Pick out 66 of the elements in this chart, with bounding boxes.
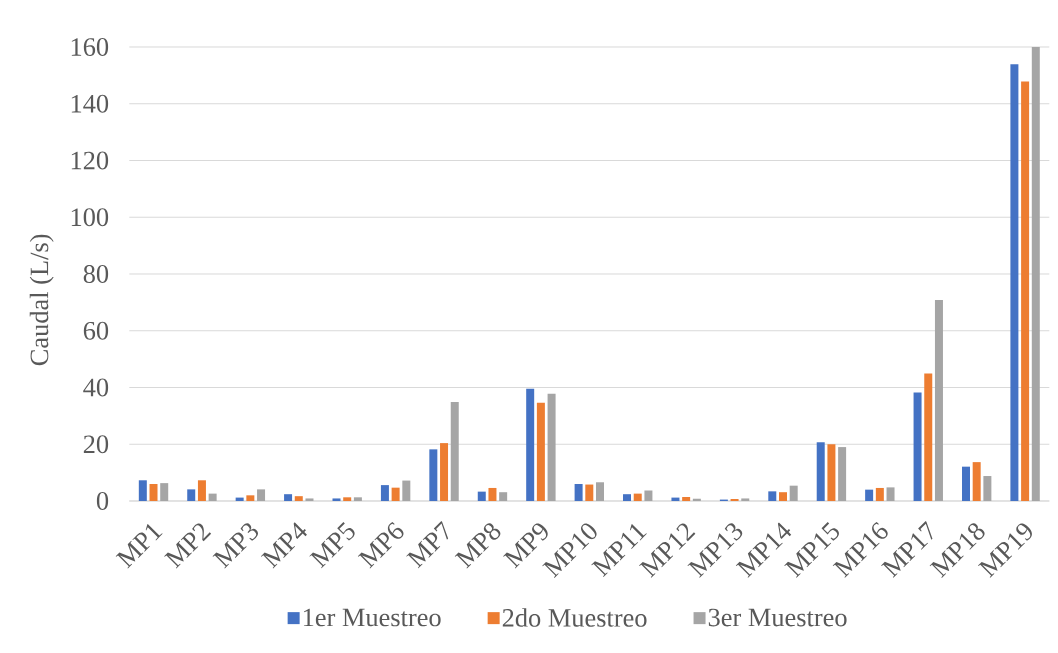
y-tick-label: 120 xyxy=(71,151,109,170)
bar xyxy=(391,487,400,501)
bar xyxy=(197,480,206,501)
bar xyxy=(789,485,798,501)
bar xyxy=(353,497,362,501)
bar xyxy=(1021,81,1030,501)
bar xyxy=(961,466,970,501)
bar xyxy=(138,480,147,501)
bar xyxy=(886,487,895,501)
bar xyxy=(294,496,303,501)
y-tick-label: 0 xyxy=(96,492,109,510)
bar xyxy=(1031,47,1040,501)
bar xyxy=(913,392,922,501)
bar xyxy=(187,489,196,501)
bar xyxy=(1010,64,1019,501)
y-axis-title: Caudal (L/s) xyxy=(29,234,54,366)
bar xyxy=(596,482,604,501)
y-tick-label: 40 xyxy=(83,378,109,397)
y-tick-label: 20 xyxy=(83,435,109,454)
bar xyxy=(838,447,847,501)
bar xyxy=(547,393,556,501)
bar xyxy=(450,401,459,501)
y-tick-label: 80 xyxy=(83,265,109,283)
legend-label: 1er Muestreo xyxy=(303,608,441,627)
bar xyxy=(574,483,583,501)
bar xyxy=(208,493,217,501)
bar xyxy=(741,498,750,501)
bar xyxy=(633,493,642,501)
y-tick-label: 60 xyxy=(83,321,109,340)
bar xyxy=(380,485,389,501)
legend-label: 2do Muestreo xyxy=(502,608,647,627)
bar xyxy=(488,487,497,501)
bar xyxy=(477,491,486,501)
bar xyxy=(305,498,314,501)
bar xyxy=(246,495,255,501)
bar xyxy=(972,462,981,501)
bar xyxy=(440,443,449,501)
bar xyxy=(778,492,787,501)
bar xyxy=(816,442,825,501)
bar xyxy=(924,373,933,501)
bar xyxy=(526,388,535,501)
bar xyxy=(343,497,352,501)
x-tick-label: MP1 xyxy=(115,523,163,569)
bar xyxy=(149,483,158,501)
bar xyxy=(402,480,411,501)
bar xyxy=(875,487,884,501)
bar xyxy=(429,449,438,501)
bar xyxy=(768,491,777,501)
bar xyxy=(332,498,341,501)
bar xyxy=(284,494,293,501)
y-tick-label: 140 xyxy=(71,94,109,113)
y-tick-label: 160 xyxy=(71,38,109,56)
bar xyxy=(257,489,266,501)
bar xyxy=(536,402,545,501)
bar xyxy=(865,489,874,501)
legend-label: 3er Muestreo xyxy=(708,608,847,627)
bar xyxy=(682,497,691,501)
bar xyxy=(644,490,653,501)
bar xyxy=(983,476,992,501)
bar xyxy=(623,494,632,501)
bar xyxy=(160,483,169,501)
bar xyxy=(827,444,836,501)
bar xyxy=(499,492,508,501)
bar xyxy=(934,300,943,501)
bar xyxy=(585,484,594,501)
y-tick-label: 100 xyxy=(71,208,109,227)
